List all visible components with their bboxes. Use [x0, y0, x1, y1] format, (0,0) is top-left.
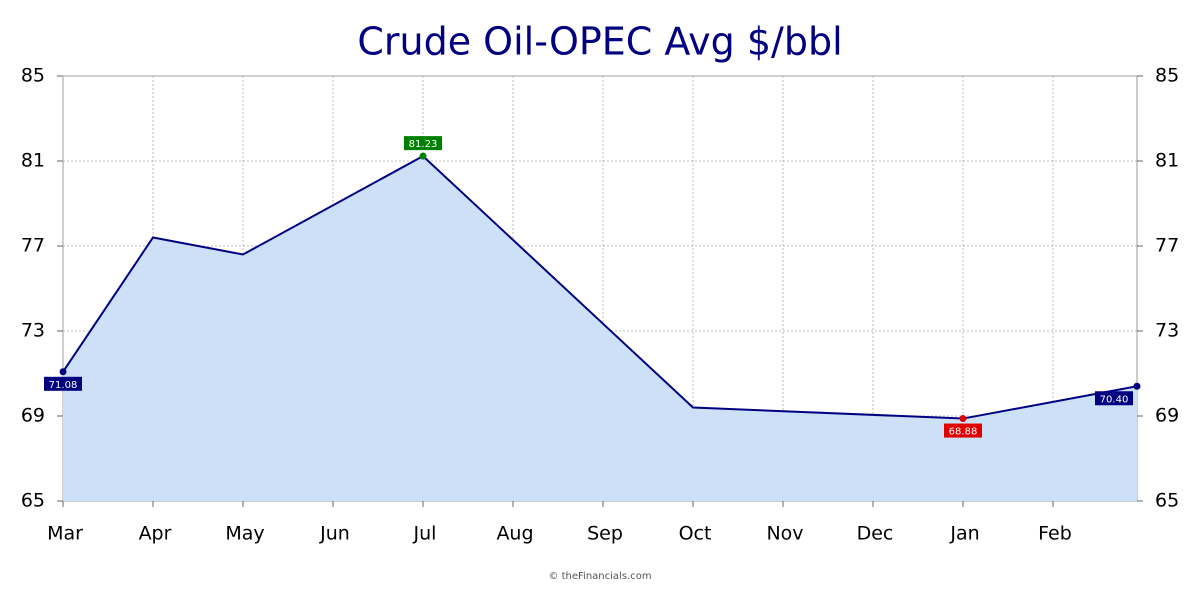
y-tick-label: 65	[21, 490, 45, 512]
x-tick-label: Jun	[319, 523, 350, 545]
y2-tick-label: 85	[1155, 65, 1179, 87]
x-tick-label: Aug	[496, 523, 533, 545]
value-label: 70.40	[1100, 394, 1129, 405]
point	[1133, 382, 1141, 390]
value-label: 81.23	[409, 139, 438, 150]
footer: © theFinancials.com	[548, 571, 651, 582]
x-tick-label: Jul	[413, 523, 437, 545]
y2-tick-label: 73	[1155, 320, 1179, 342]
x-tick-label: Jan	[949, 523, 979, 545]
value-label: 71.08	[49, 380, 78, 391]
x-tick-label: Oct	[679, 523, 712, 545]
value-label-box	[404, 136, 442, 151]
value-label-box	[44, 376, 82, 391]
x-tick-label: May	[225, 523, 264, 545]
y2-tick-label: 65	[1155, 490, 1179, 512]
y-tick-label: 69	[21, 405, 45, 427]
x-tick-label: Mar	[47, 523, 83, 545]
chart-title: Crude Oil-OPEC Avg $/bbl	[357, 20, 842, 64]
y-tick-label: 73	[21, 320, 45, 342]
value-label-box	[1095, 391, 1133, 406]
point	[959, 415, 967, 423]
y-tick-label: 81	[21, 150, 45, 172]
x-tick-label: Apr	[139, 523, 172, 545]
value-label-box	[944, 423, 982, 438]
point	[59, 368, 67, 376]
y2-tick-label: 69	[1155, 405, 1179, 427]
x-tick-label: Dec	[857, 523, 894, 545]
y2-tick-label: 77	[1155, 235, 1179, 257]
x-tick-label: Nov	[766, 523, 803, 545]
y-tick-label: 85	[21, 65, 45, 87]
y2-tick-label: 81	[1155, 150, 1179, 172]
value-label: 68.88	[949, 427, 978, 438]
point	[419, 152, 427, 160]
x-tick-label: Feb	[1038, 523, 1072, 545]
x-tick-label: Sep	[587, 523, 623, 545]
y-tick-label: 77	[21, 235, 45, 257]
